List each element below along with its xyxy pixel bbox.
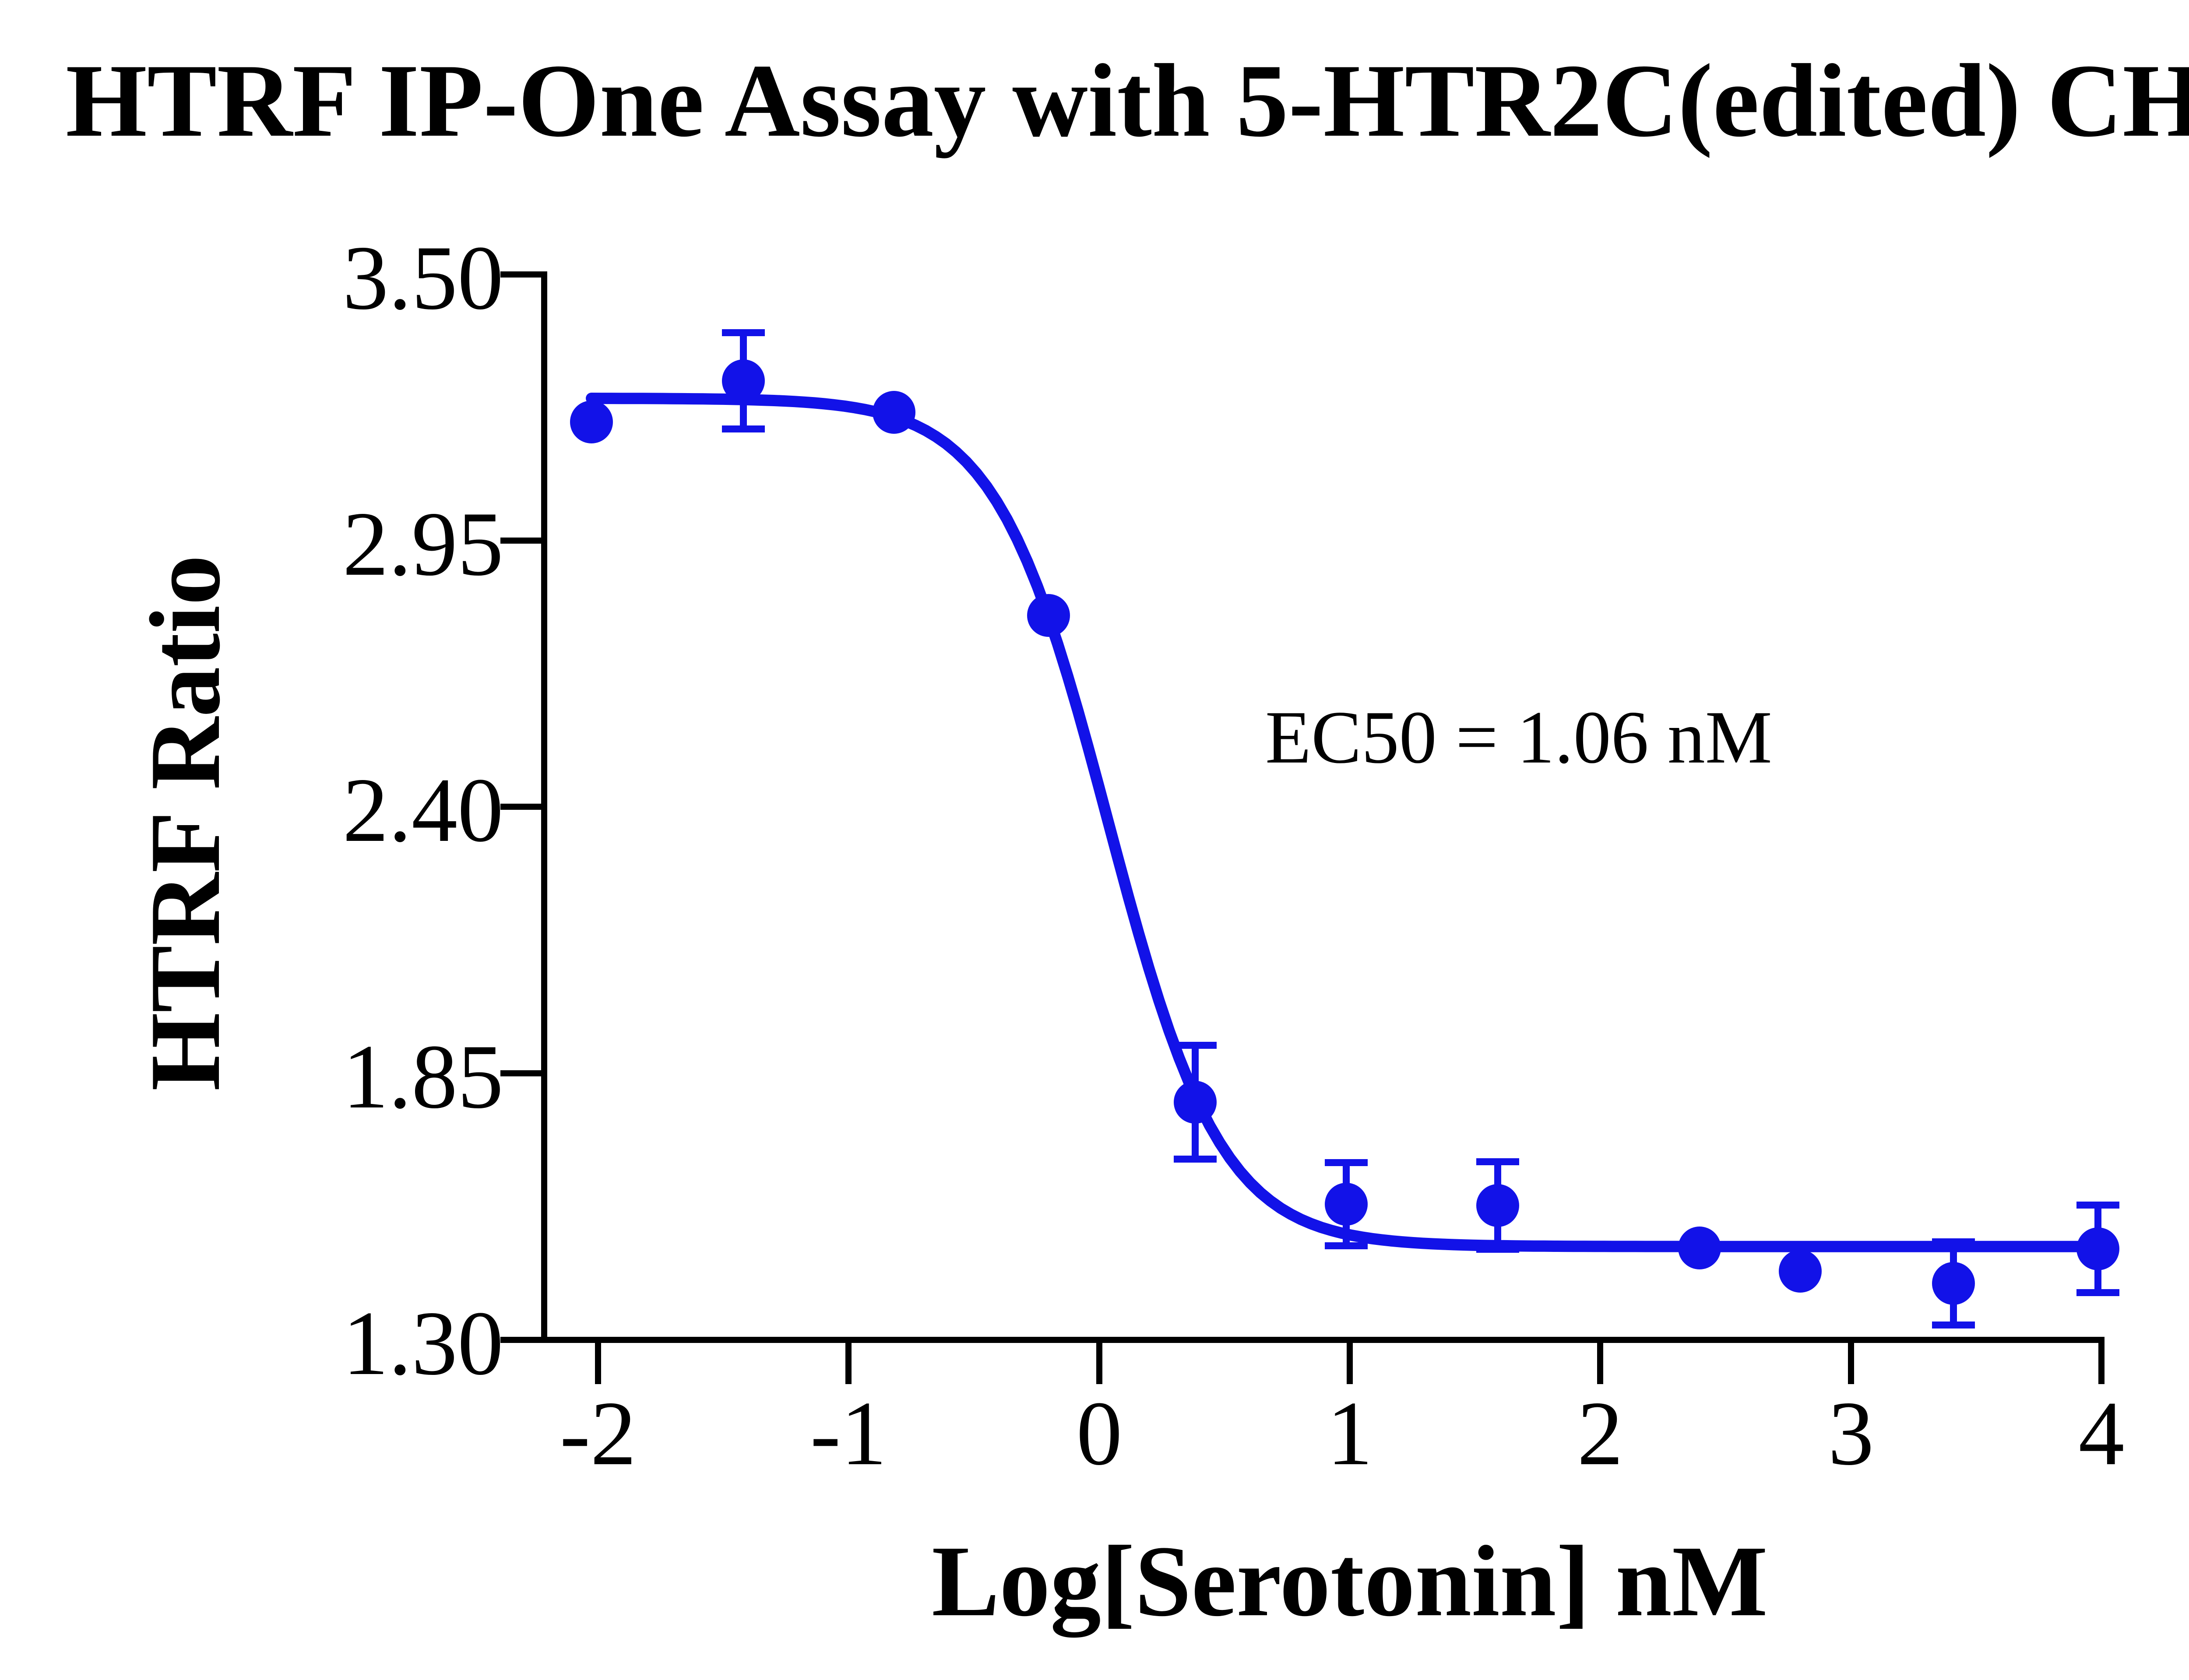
svg-text:3.50: 3.50 <box>343 227 504 329</box>
svg-text:2.95: 2.95 <box>343 493 504 595</box>
svg-text:1.85: 1.85 <box>343 1026 504 1128</box>
svg-text:1: 1 <box>1327 1383 1373 1484</box>
svg-text:Log[Serotonin] nM: Log[Serotonin] nM <box>932 1525 1768 1638</box>
svg-text:2: 2 <box>1577 1383 1623 1484</box>
svg-text:-2: -2 <box>560 1383 637 1484</box>
svg-text:EC50 = 1.06 nM: EC50 = 1.06 nM <box>1265 696 1772 779</box>
svg-text:4: 4 <box>2079 1383 2125 1484</box>
svg-text:2.40: 2.40 <box>343 759 504 861</box>
svg-text:0: 0 <box>1077 1383 1123 1484</box>
svg-text:1.30: 1.30 <box>343 1293 504 1394</box>
svg-text:-1: -1 <box>810 1383 887 1484</box>
svg-text:HTRF Ratio: HTRF Ratio <box>129 555 241 1091</box>
svg-text:3: 3 <box>1828 1383 1874 1484</box>
